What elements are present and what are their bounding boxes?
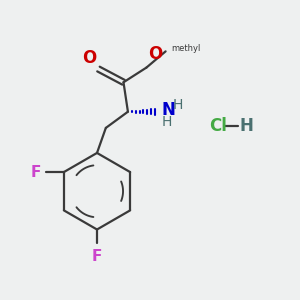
Text: F: F: [31, 165, 41, 180]
Text: F: F: [92, 249, 102, 264]
Text: H: H: [240, 117, 254, 135]
Text: N: N: [161, 101, 175, 119]
Text: methyl: methyl: [171, 44, 200, 53]
Text: O: O: [82, 49, 96, 67]
Text: H: H: [173, 98, 183, 112]
Text: Cl: Cl: [209, 117, 227, 135]
Text: O: O: [148, 45, 162, 63]
Text: H: H: [161, 115, 172, 129]
